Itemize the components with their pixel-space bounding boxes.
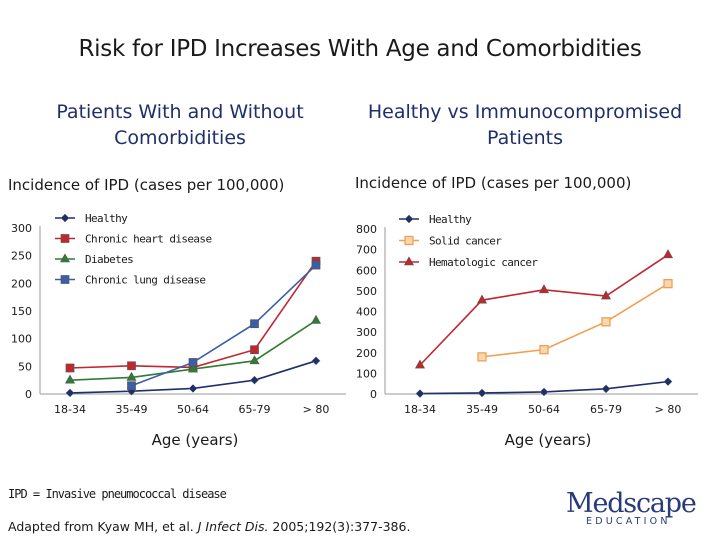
right-x-tick-label: 18-34 (404, 403, 436, 416)
left-legend-label-3: Chronic lung disease (85, 274, 205, 287)
left-series-point-2 (187, 363, 199, 373)
citation: Adapted from Kyaw MH, et al. J Infect Di… (8, 519, 410, 534)
right-series-point-0 (477, 388, 487, 398)
right-x-tick-label: 65-79 (590, 403, 622, 416)
right-series-point-1 (539, 345, 549, 355)
right-series-point-2 (414, 359, 426, 369)
right-series-point-1 (601, 317, 611, 327)
right-series-point-0 (601, 384, 611, 394)
right-series-point-1 (663, 279, 673, 289)
medscape-logo: Medscape EDUCATION (566, 488, 697, 528)
left-series-point-2 (126, 371, 137, 381)
right-series-point-1 (477, 352, 487, 362)
right-series-point-0 (415, 389, 425, 398)
left-x-axis-label: Age (years) (151, 431, 239, 449)
left-x-tick-label: 50-64 (177, 403, 209, 416)
left-series-point-2 (310, 314, 322, 324)
left-series-point-1 (127, 361, 136, 371)
right-series-point-2 (538, 284, 550, 294)
left-y-tick-label: 50 (18, 360, 32, 373)
right-series-point-2 (600, 290, 612, 300)
left-series-point-2 (249, 355, 260, 365)
right-legend-marker-2 (403, 256, 415, 266)
left-y-axis-label: Incidence of IPD (cases per 100,000) (8, 176, 285, 194)
left-series-point-3 (188, 358, 198, 367)
left-series-point-2 (64, 374, 76, 384)
left-series-point-0 (65, 388, 75, 398)
logo-subtitle: EDUCATION (586, 516, 671, 527)
right-y-tick-label: 600 (356, 264, 377, 277)
footnote: IPD = Invasive pneumococcal disease (8, 487, 227, 501)
left-series-point-3 (250, 319, 259, 329)
left-legend-marker-2 (59, 253, 71, 263)
left-series-point-1 (250, 345, 259, 355)
left-series-point-0 (188, 384, 198, 393)
right-x-tick-label: > 80 (655, 403, 682, 416)
left-x-tick-label: 18-34 (54, 403, 86, 416)
right-x-tick-label: 50-64 (528, 403, 560, 416)
left-series-point-1 (65, 363, 75, 373)
left-x-tick-label: 35-49 (116, 403, 148, 416)
right-y-tick-label: 700 (356, 244, 377, 257)
right-x-tick-label: 35-49 (466, 403, 498, 416)
left-x-tick-label: > 80 (303, 403, 330, 416)
right-legend-label-1: Solid cancer (429, 235, 502, 248)
left-legend-marker-0 (60, 213, 70, 223)
citation-journal: J Infect Dis. (197, 519, 269, 534)
right-legend-label-0: Healthy (429, 213, 472, 226)
right-y-tick-label: 800 (356, 223, 377, 236)
left-x-tick-label: 65-79 (239, 403, 271, 416)
citation-prefix: Adapted from Kyaw MH, et al. (8, 519, 198, 534)
left-panel-title: Patients With and Without Comorbidities (56, 101, 304, 149)
right-y-axis-label: Incidence of IPD (cases per 100,000) (355, 174, 632, 192)
left-series-point-0 (311, 356, 321, 366)
left-series-point-3 (127, 381, 136, 391)
left-y-tick-label: 300 (11, 222, 32, 235)
right-y-tick-label: 200 (356, 347, 377, 360)
left-legend-marker-1 (60, 234, 70, 243)
left-legend-label-0: Healthy (85, 212, 128, 225)
right-x-axis-label: Age (years) (504, 431, 592, 449)
left-y-tick-label: 150 (11, 305, 32, 318)
left-y-tick-label: 200 (11, 277, 32, 290)
left-legend-label-1: Chronic heart disease (85, 233, 211, 246)
left-legend-label-2: Diabetes (85, 253, 133, 266)
right-y-tick-label: 100 (356, 367, 377, 380)
left-legend-marker-3 (60, 275, 70, 284)
right-legend-label-2: Hematologic cancer (429, 256, 538, 269)
left-y-tick-label: 0 (25, 388, 32, 401)
main-title: Risk for IPD Increases With Age and Como… (78, 36, 642, 62)
citation-suffix: 2005;192(3):377-386. (268, 519, 411, 534)
right-legend-marker-1 (404, 235, 414, 246)
left-series-line-3 (131, 264, 317, 387)
right-y-tick-label: 400 (356, 306, 377, 319)
right-y-tick-label: 500 (356, 285, 377, 298)
left-y-tick-label: 250 (11, 250, 32, 263)
left-y-tick-label: 100 (11, 333, 32, 346)
right-y-tick-label: 0 (370, 388, 377, 401)
right-y-tick-label: 300 (356, 326, 377, 339)
right-panel-title: Healthy vs Immunocompromised Patients (367, 101, 683, 149)
left-series-point-3 (311, 260, 321, 270)
left-series-point-0 (250, 375, 259, 385)
logo-wordmark: Medscape (566, 488, 697, 519)
right-legend-marker-0 (404, 214, 414, 224)
right-series-point-2 (662, 249, 674, 259)
right-series-line-1 (481, 282, 669, 358)
right-series-point-0 (539, 387, 549, 397)
right-series-point-0 (663, 377, 673, 386)
right-series-point-2 (476, 294, 488, 304)
